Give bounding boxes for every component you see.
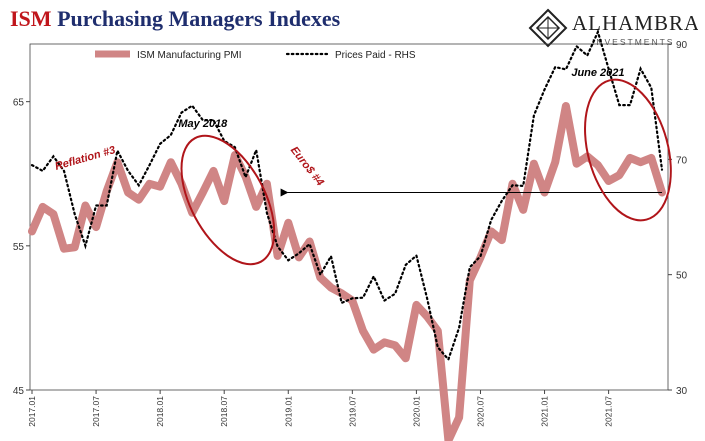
annotations-layer: Reflation #3 May 2018 Euro$ #4 June 2021 <box>54 67 672 266</box>
y-right-tick-label: 30 <box>676 386 688 397</box>
y-right-tick-label: 50 <box>676 271 688 282</box>
y-left-tick-label: 65 <box>13 98 25 109</box>
annotation-may-2018: May 2018 <box>178 118 228 130</box>
x-tick-label: 2020.07 <box>475 396 485 427</box>
chart-title: ISM Purchasing Managers Indexes <box>10 6 340 32</box>
series-ism-manufacturing-pmi <box>28 102 666 441</box>
series-prices-paid <box>30 28 664 362</box>
alhambra-diamond-icon <box>528 8 568 48</box>
y-right-tick-label: 90 <box>676 40 688 51</box>
alhambra-logo: ALHAMBRA INVESTMENTS <box>528 8 698 48</box>
legend: ISM Manufacturing PMI Prices Paid - RHS <box>95 50 416 61</box>
legend-pmi-label: ISM Manufacturing PMI <box>137 50 241 61</box>
plot-frame <box>29 43 669 391</box>
x-tick-label: 2019.01 <box>283 396 293 427</box>
x-tick-label: 2017.07 <box>91 396 101 427</box>
logo-sub: INVESTMENTS <box>592 37 674 47</box>
y-left-tick-label: 55 <box>13 242 25 253</box>
y-left-tick-label: 45 <box>13 386 25 397</box>
x-tick-label: 2019.07 <box>347 396 357 427</box>
annotation-reflation: Reflation #3 <box>54 144 117 173</box>
x-tick-label: 2018.01 <box>155 396 165 427</box>
legend-prices-label: Prices Paid - RHS <box>335 50 416 61</box>
title-ism: ISM <box>10 6 52 31</box>
circle-2018 <box>180 134 276 266</box>
circle-2021 <box>584 78 672 222</box>
annotation-june-2021: June 2021 <box>571 67 624 79</box>
y-right-tick-label: 70 <box>676 155 688 166</box>
annotation-euro-4: Euro$ #4 <box>288 144 326 188</box>
title-rest: Purchasing Managers Indexes <box>57 6 341 31</box>
x-tick-label: 2021.07 <box>604 396 614 427</box>
x-tick-label: 2021.01 <box>540 396 550 427</box>
x-tick-label: 2018.07 <box>219 396 229 427</box>
axes: 45 55 65 30 50 70 90 2017.01 2017.07 2018.01 2018.… <box>13 40 688 427</box>
x-tick-label: 2020.01 <box>411 396 421 427</box>
x-tick-label: 2017.01 <box>27 396 37 427</box>
series-layer <box>28 28 666 441</box>
logo-name: ALHAMBRA <box>572 11 698 35</box>
